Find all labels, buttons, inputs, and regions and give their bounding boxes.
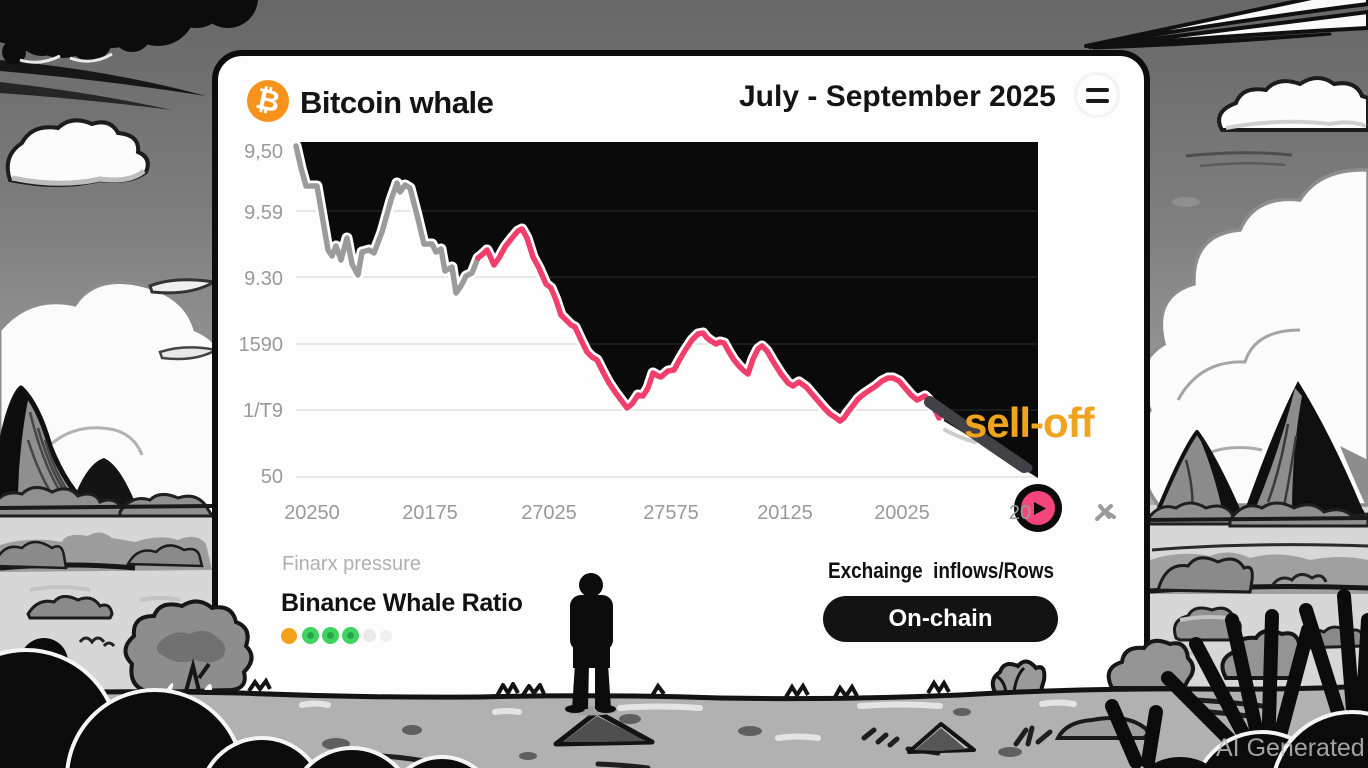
svg-text:AI Generated: AI Generated	[1216, 734, 1365, 762]
